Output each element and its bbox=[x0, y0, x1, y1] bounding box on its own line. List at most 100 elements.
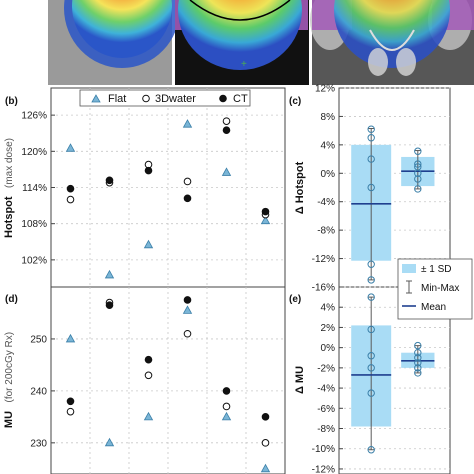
legend-label-ct: CT bbox=[233, 93, 248, 105]
point-flat-d bbox=[65, 333, 76, 343]
point-ct-b bbox=[105, 176, 114, 185]
data-point-e-0 bbox=[367, 325, 375, 334]
y-tick-label-e: -12% bbox=[312, 464, 335, 474]
legend-label-sd: ± 1 SD bbox=[421, 264, 452, 275]
data-point-e-0 bbox=[367, 389, 375, 397]
data-point-c-0 bbox=[367, 276, 375, 284]
point-flat-b bbox=[260, 215, 271, 225]
marks-layer bbox=[65, 117, 435, 473]
data-point-c-0 bbox=[367, 134, 375, 142]
panel-d-frame bbox=[50, 286, 286, 474]
data-point-c-0 bbox=[367, 183, 375, 192]
y-tick-label-b: 120% bbox=[21, 147, 47, 158]
legend-b: Flat 3Dwater CT bbox=[79, 89, 251, 107]
y-tick-label-c: 0% bbox=[321, 169, 336, 180]
axis-title-delta-mu: Δ MU bbox=[294, 366, 306, 394]
legend-marker-flat bbox=[91, 94, 101, 103]
point-ct-b bbox=[222, 126, 231, 135]
data-point-c-1 bbox=[414, 169, 422, 177]
point-3dwater-b bbox=[183, 177, 192, 186]
legend-swatch-sd bbox=[402, 264, 416, 273]
point-flat-d bbox=[260, 463, 271, 473]
y-tick-label-c: -4% bbox=[317, 197, 335, 208]
y-tick-label-b: 102% bbox=[21, 255, 47, 266]
dose-map-3dwater: + bbox=[175, 0, 309, 85]
y-tick-label-d: 230 bbox=[30, 438, 47, 449]
data-point-e-1 bbox=[414, 364, 422, 372]
legend-marker-3dwater bbox=[142, 94, 150, 103]
data-point-c-1 bbox=[414, 185, 422, 193]
y-tick-label-c: -12% bbox=[312, 254, 335, 265]
point-3dwater-d bbox=[261, 439, 270, 447]
point-ct-b bbox=[144, 166, 153, 175]
data-point-e-0 bbox=[367, 364, 375, 372]
data-point-e-1 bbox=[414, 359, 422, 367]
data-point-c-0 bbox=[367, 155, 375, 163]
point-flat-b bbox=[143, 239, 154, 249]
point-flat-d bbox=[182, 305, 193, 314]
y-tick-label-c: -8% bbox=[317, 226, 335, 237]
legend-marker-ct bbox=[219, 94, 227, 103]
point-flat-b bbox=[104, 269, 115, 279]
y-tick-label-c: 12% bbox=[315, 84, 335, 95]
data-point-c-1 bbox=[414, 160, 422, 168]
point-flat-d bbox=[221, 411, 232, 421]
y-tick-label-e: 0% bbox=[321, 343, 336, 354]
point-3dwater-d bbox=[183, 329, 192, 338]
y-tick-label-e: -6% bbox=[317, 404, 335, 415]
axis-title-hotspot: Hotspot (max dose) bbox=[0, 138, 16, 238]
axis-title-hotspot-sub: (max dose) bbox=[4, 138, 15, 188]
legend-label-mean: Mean bbox=[421, 302, 446, 313]
labels-layer: 126% 120% 114% 108% 102% 250 240 230 12% 8% 4% 0% -4… bbox=[21, 84, 335, 474]
y-tick-label-e: -10% bbox=[312, 444, 335, 455]
point-3dwater-d bbox=[222, 402, 231, 411]
point-3dwater-d bbox=[144, 371, 153, 380]
legend-label-minmax: Min-Max bbox=[421, 283, 459, 294]
data-point-e-0 bbox=[367, 446, 375, 454]
point-flat-b bbox=[182, 119, 193, 128]
y-tick-label-b: 126% bbox=[21, 111, 47, 122]
data-point-e-0 bbox=[367, 293, 375, 301]
point-3dwater-d bbox=[66, 407, 75, 416]
data-point-c-1 bbox=[414, 175, 422, 183]
axis-title-delta-hotspot: Δ Hotspot bbox=[294, 161, 306, 214]
axis-title-mu-sub: (for 200cGy Rx) bbox=[4, 332, 15, 403]
y-tick-label-b: 114% bbox=[22, 183, 47, 194]
point-flat-b bbox=[221, 167, 232, 176]
point-ct-b bbox=[183, 194, 192, 203]
point-ct-d bbox=[105, 301, 114, 309]
point-3dwater-b bbox=[66, 195, 75, 204]
panel-label-d: (d) bbox=[5, 294, 18, 305]
svg-text:+: + bbox=[241, 59, 247, 70]
data-point-e-0 bbox=[367, 352, 375, 360]
point-ct-d bbox=[261, 413, 270, 421]
data-point-e-1 bbox=[414, 354, 422, 362]
point-3dwater-b bbox=[222, 117, 231, 125]
y-tick-label-d: 250 bbox=[30, 334, 47, 345]
point-flat-b bbox=[65, 143, 76, 152]
axis-title-mu: MU (for 200cGy Rx) bbox=[0, 332, 16, 428]
data-point-c-1 bbox=[414, 147, 422, 155]
y-tick-label-e: 4% bbox=[321, 303, 336, 314]
point-ct-b bbox=[261, 207, 270, 216]
point-flat-d bbox=[104, 437, 115, 447]
y-tick-label-e: 2% bbox=[321, 323, 336, 334]
data-point-e-1 bbox=[414, 369, 422, 377]
point-ct-d bbox=[183, 296, 192, 304]
y-tick-label-e: -4% bbox=[317, 384, 335, 395]
data-point-e-1 bbox=[414, 349, 422, 357]
y-tick-label-d: 240 bbox=[30, 386, 47, 397]
legend-swatch-minmax bbox=[406, 280, 412, 294]
point-ct-d bbox=[66, 397, 75, 406]
legend-e: ± 1 SD Min-Max Mean bbox=[397, 258, 473, 320]
y-tick-label-c: -16% bbox=[312, 283, 335, 294]
y-tick-label-e: -2% bbox=[317, 363, 335, 374]
point-ct-d bbox=[144, 355, 153, 364]
panel-label-e: (e) bbox=[289, 294, 301, 305]
legend-label-3dwater: 3Dwater bbox=[155, 93, 196, 105]
y-tick-label-c: 8% bbox=[321, 112, 336, 123]
y-tick-label-e: -8% bbox=[317, 424, 335, 435]
dose-map-ct bbox=[310, 0, 474, 85]
y-tick-label-b: 108% bbox=[21, 219, 47, 230]
data-point-e-1 bbox=[414, 341, 422, 350]
